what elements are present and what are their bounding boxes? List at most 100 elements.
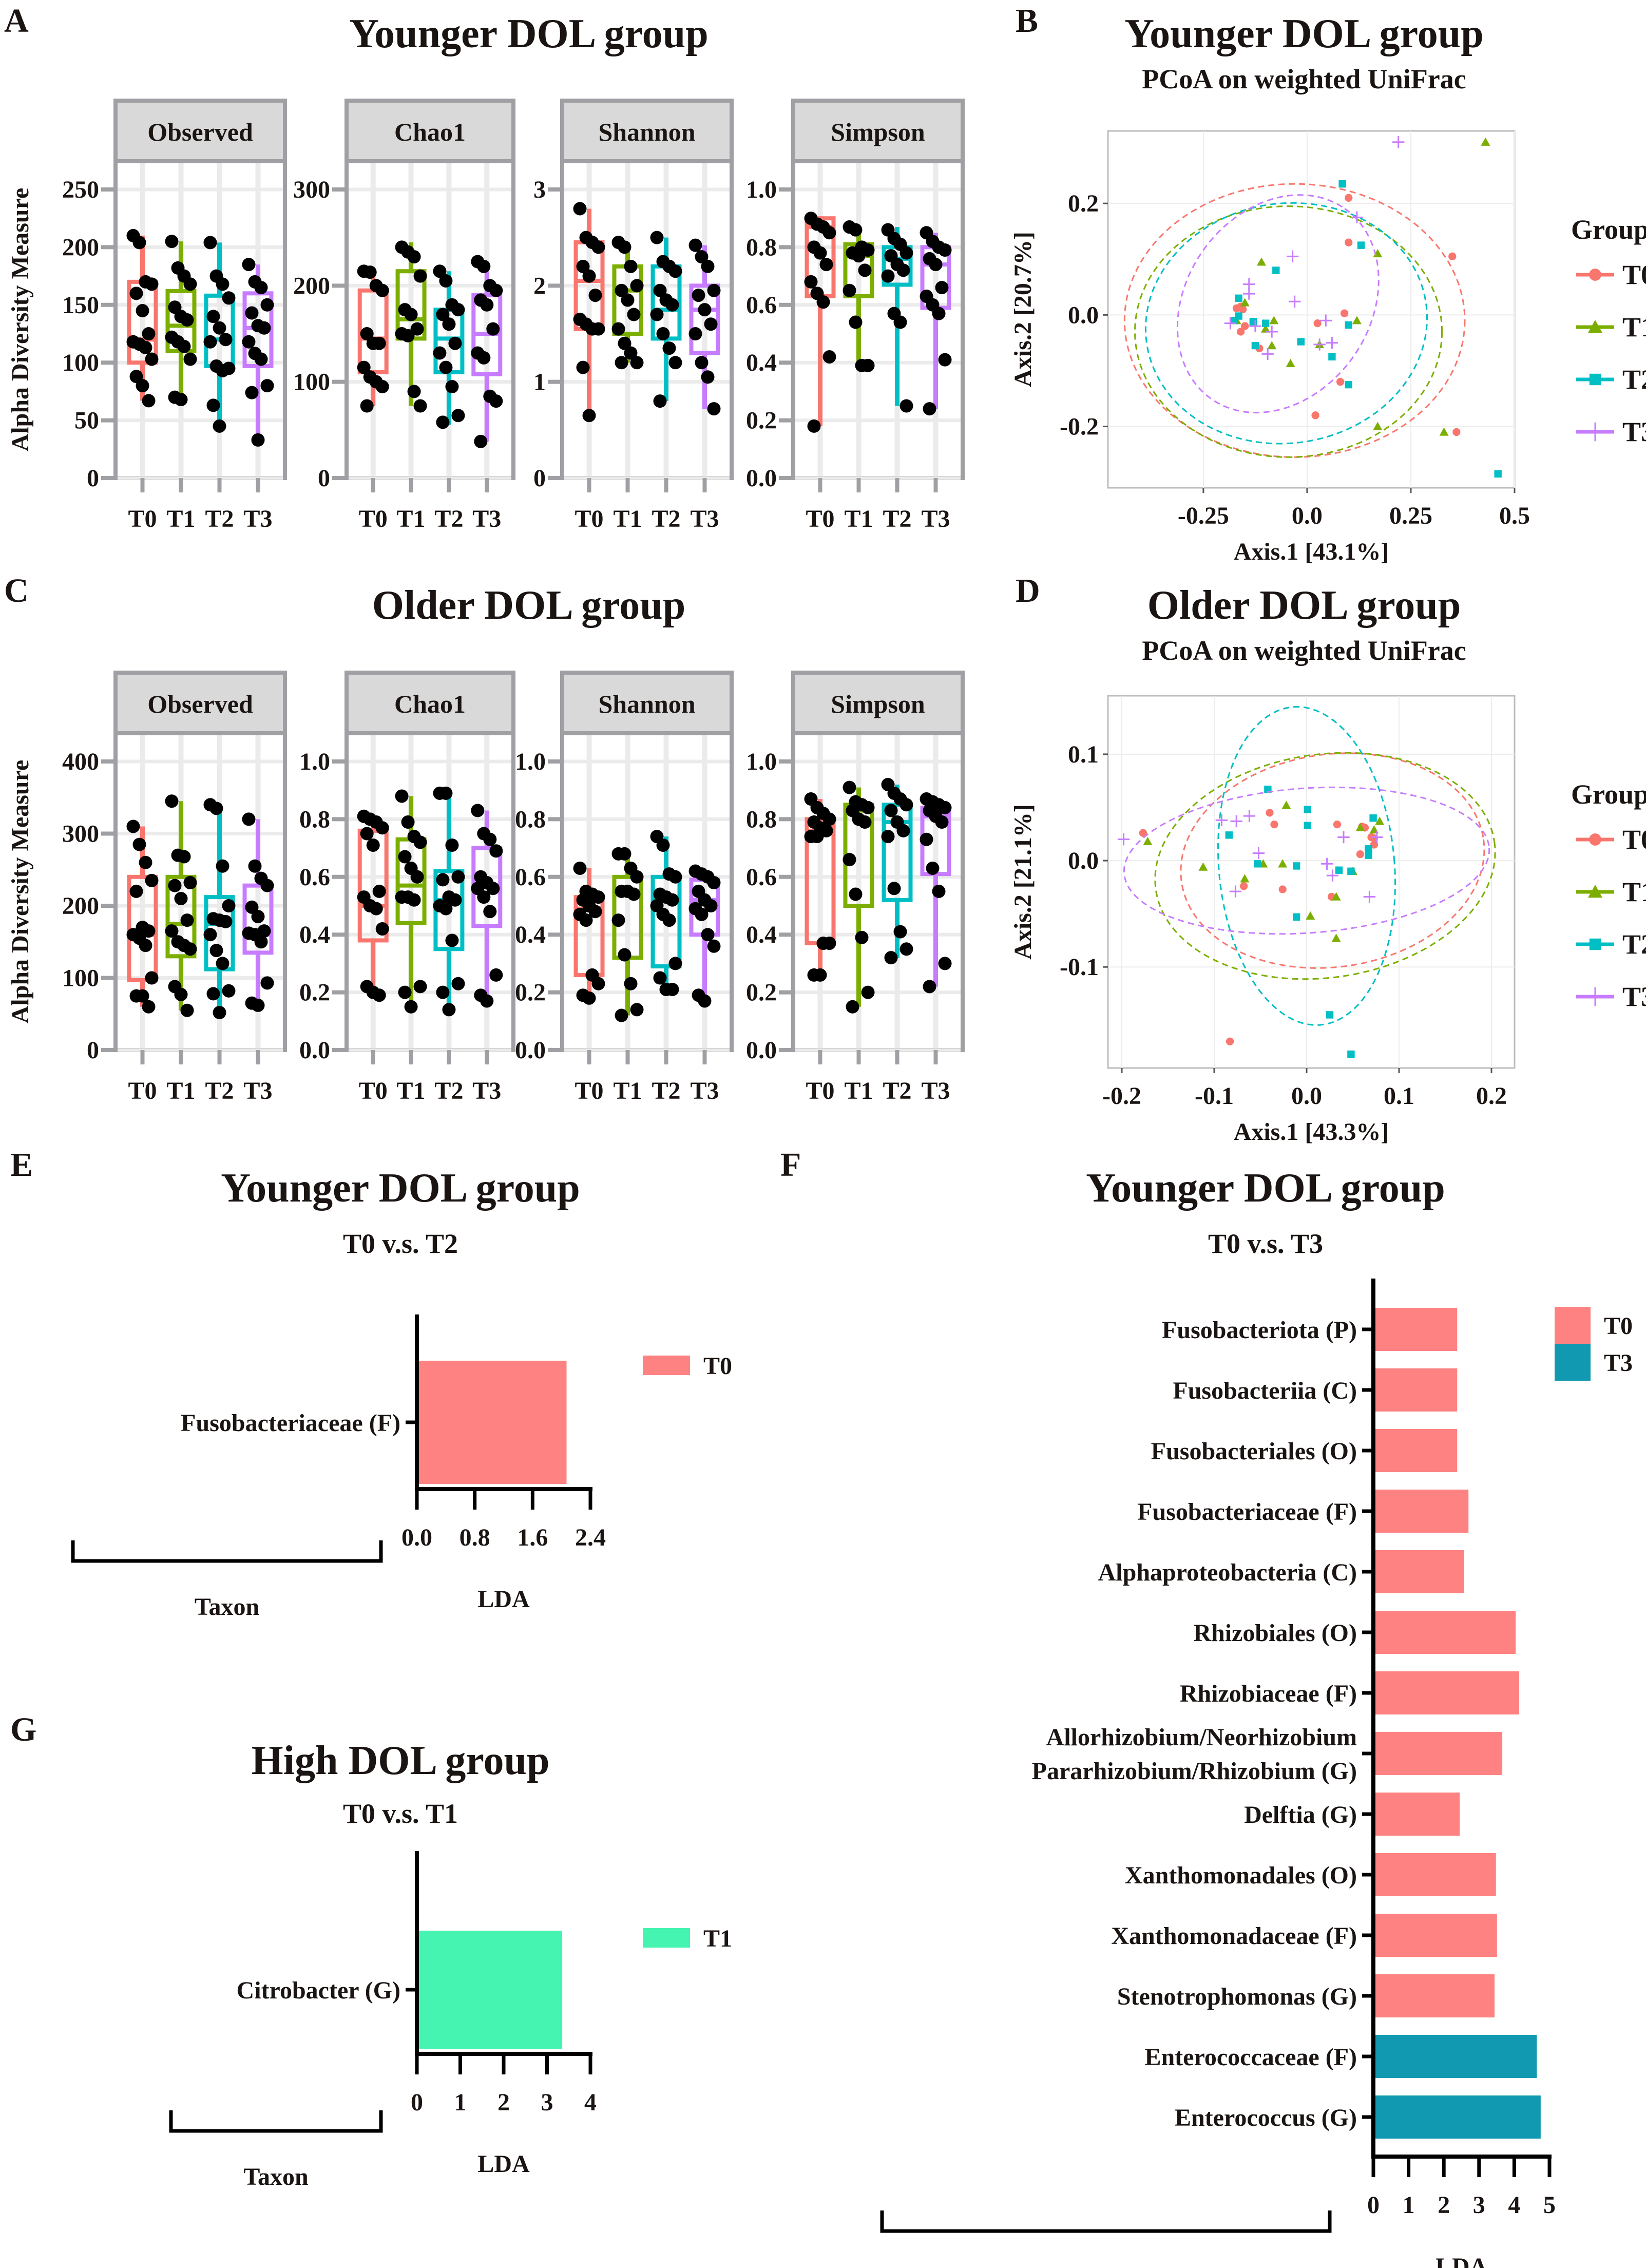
data-point bbox=[363, 265, 377, 279]
point-t0 bbox=[1270, 820, 1278, 829]
data-point bbox=[257, 321, 271, 335]
point-t2 bbox=[1261, 319, 1270, 327]
point-t2 bbox=[1365, 845, 1372, 853]
ellipse-t2 bbox=[1217, 706, 1396, 1026]
data-point bbox=[576, 360, 590, 374]
data-point bbox=[213, 419, 226, 433]
plot-area bbox=[1107, 130, 1516, 489]
y-tick-label: 250 bbox=[62, 176, 99, 203]
data-point bbox=[884, 804, 898, 817]
lda-bar bbox=[1373, 1490, 1469, 1533]
data-point bbox=[248, 859, 262, 873]
data-point bbox=[843, 853, 856, 867]
x-tick-label: 1.6 bbox=[517, 1524, 548, 1551]
point-t3 bbox=[1243, 810, 1256, 822]
data-point bbox=[483, 905, 497, 919]
data-point bbox=[260, 879, 274, 892]
legend-item-t2: T2 bbox=[1576, 364, 1646, 395]
facet-strip-label: Observed bbox=[147, 118, 253, 146]
x-tick-label: T3 bbox=[921, 1077, 950, 1104]
data-point bbox=[477, 351, 491, 365]
x-tick-label: 2 bbox=[497, 2089, 510, 2116]
data-point bbox=[222, 984, 236, 998]
data-point bbox=[436, 308, 450, 321]
facet-observed: Observed 0 50 100 150 200 250 T0 T1 T2 T3 bbox=[62, 99, 287, 532]
point-t2 bbox=[1338, 180, 1346, 188]
point-t3 bbox=[1288, 295, 1301, 308]
data-point bbox=[489, 283, 503, 297]
data-point bbox=[451, 870, 465, 884]
data-point bbox=[165, 794, 179, 808]
data-point bbox=[899, 942, 913, 956]
point-t3 bbox=[1363, 890, 1376, 903]
data-point bbox=[822, 226, 836, 240]
y-tick-label: 0.2 bbox=[1068, 190, 1099, 217]
data-point bbox=[410, 870, 424, 884]
data-point bbox=[413, 835, 427, 849]
data-point bbox=[439, 902, 453, 916]
y-tick-label: 0 bbox=[533, 465, 546, 492]
y-tick-label: 100 bbox=[62, 965, 99, 992]
data-point bbox=[174, 393, 188, 407]
data-point bbox=[242, 258, 256, 272]
data-point bbox=[920, 832, 933, 846]
data-point bbox=[668, 264, 682, 278]
point-t0 bbox=[1241, 322, 1249, 330]
y-axis-title: Taxon bbox=[1074, 2263, 1138, 2268]
ellipse-t3 bbox=[1176, 194, 1380, 414]
legend-item-t0: T0 bbox=[643, 1352, 732, 1380]
point-t2 bbox=[1335, 866, 1343, 874]
data-point bbox=[843, 780, 856, 794]
data-point bbox=[401, 815, 415, 829]
point-t2 bbox=[1304, 806, 1311, 813]
data-point bbox=[662, 913, 676, 927]
data-point bbox=[650, 231, 664, 244]
point-t2 bbox=[1345, 321, 1352, 329]
lda-bar bbox=[1373, 1429, 1458, 1472]
legend-label: T1 bbox=[703, 1925, 732, 1952]
data-point bbox=[855, 930, 869, 944]
data-point bbox=[810, 830, 824, 844]
data-point bbox=[477, 259, 491, 273]
data-point bbox=[480, 298, 494, 312]
ellipse-t2 bbox=[1144, 202, 1428, 445]
y-tick-label: 200 bbox=[62, 892, 99, 920]
data-point bbox=[650, 308, 664, 321]
y-axis-title: Taxon bbox=[195, 1593, 259, 1621]
x-tick-label: T2 bbox=[652, 505, 680, 532]
y-tick-label: 0.0 bbox=[515, 1037, 546, 1064]
data-point bbox=[573, 861, 587, 875]
data-point bbox=[938, 243, 952, 257]
x-tick-label: T0 bbox=[806, 505, 834, 532]
point-t1 bbox=[1439, 427, 1449, 436]
y-tick-label: 0.6 bbox=[299, 864, 330, 891]
data-point bbox=[695, 907, 709, 921]
legend-item-t3: T3 bbox=[1576, 981, 1646, 1012]
data-point bbox=[260, 298, 274, 312]
point-t1 bbox=[1355, 823, 1365, 832]
data-point bbox=[858, 263, 872, 277]
point-t2 bbox=[1345, 380, 1352, 389]
data-point bbox=[807, 419, 821, 433]
facet-strip bbox=[560, 671, 734, 735]
taxon-label: Fusobacteriota (P) bbox=[1162, 1317, 1357, 1344]
y-tick-label: 0.2 bbox=[746, 979, 777, 1006]
point-t3 bbox=[1261, 348, 1274, 360]
data-point bbox=[180, 313, 194, 327]
data-point bbox=[372, 988, 386, 1002]
legend-label: T3 bbox=[1622, 416, 1646, 447]
data-point bbox=[254, 935, 268, 949]
data-point bbox=[404, 1000, 418, 1014]
legend-marker bbox=[1585, 422, 1605, 442]
legend-label: T2 bbox=[1622, 929, 1646, 960]
point-t1 bbox=[1261, 324, 1271, 333]
x-tick-label: T1 bbox=[613, 1077, 642, 1104]
data-point bbox=[142, 1000, 156, 1014]
x-tick-label: 0.0 bbox=[1292, 502, 1323, 529]
facet-strip bbox=[791, 99, 965, 163]
y-tick-label: 300 bbox=[62, 821, 99, 848]
point-t2 bbox=[1365, 851, 1372, 859]
taxon-label: Rhizobiaceae (F) bbox=[1180, 1680, 1357, 1707]
data-point bbox=[624, 977, 638, 990]
panel-b-subtitle: PCoA on weighted UniFrac bbox=[1142, 64, 1466, 94]
